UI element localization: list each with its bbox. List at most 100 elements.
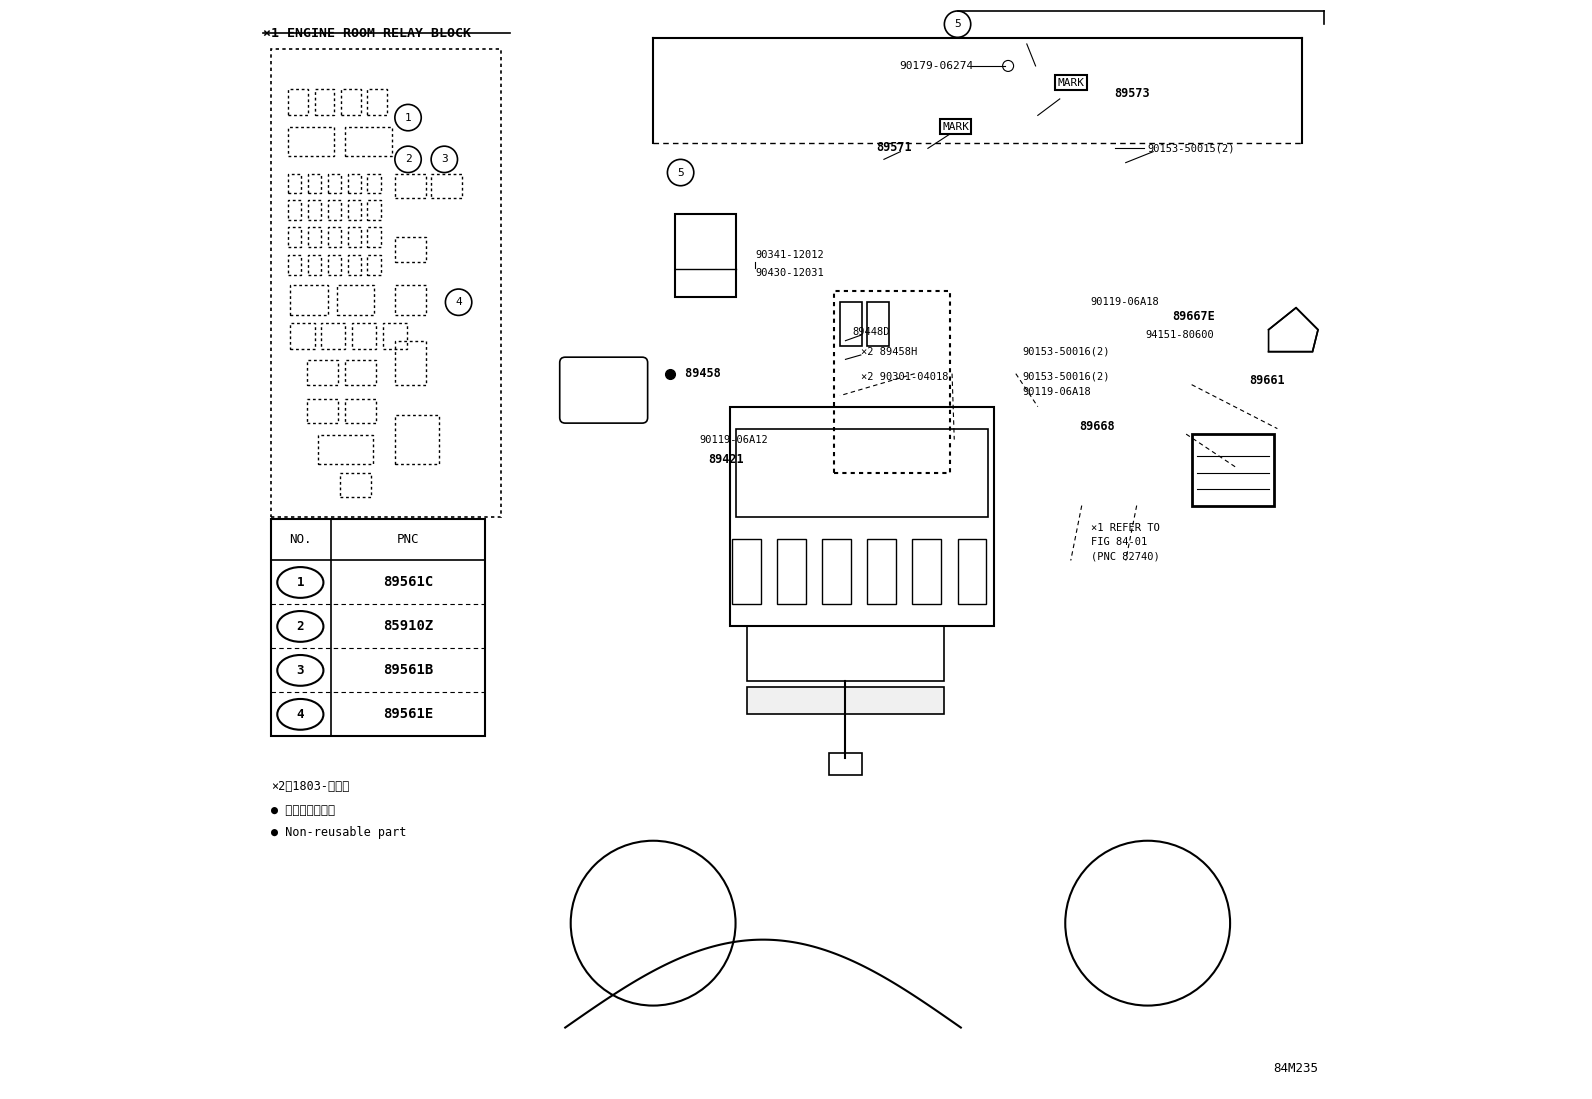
Bar [368, 227, 380, 247]
Text: 89661: 89661 [1248, 374, 1285, 387]
Bar [288, 200, 301, 220]
Bar [382, 323, 408, 349]
Bar [868, 302, 890, 346]
Text: 3: 3 [296, 664, 304, 677]
Bar [288, 127, 334, 156]
Bar [395, 237, 425, 262]
Bar [341, 473, 371, 497]
Text: 90153-50016(2): 90153-50016(2) [1022, 371, 1110, 382]
Bar [431, 174, 462, 198]
Text: 89668: 89668 [1079, 420, 1114, 433]
Text: 90153-50016(2): 90153-50016(2) [1022, 346, 1110, 357]
Bar [777, 539, 806, 604]
Bar [290, 323, 315, 349]
Text: 89421: 89421 [708, 453, 743, 466]
Text: PNC: PNC [396, 533, 419, 546]
Bar [395, 415, 439, 464]
Bar [368, 89, 387, 115]
Text: ● Non-reusable part: ● Non-reusable part [271, 826, 406, 840]
Bar [271, 49, 501, 517]
Bar [288, 255, 301, 275]
Bar [307, 227, 322, 247]
Bar [675, 214, 736, 297]
Bar [395, 341, 425, 385]
Text: 4: 4 [455, 297, 462, 308]
Bar [731, 407, 993, 626]
Bar [345, 360, 376, 385]
Bar [834, 291, 950, 473]
Bar [368, 200, 380, 220]
Text: 5: 5 [954, 19, 962, 30]
Bar [315, 89, 334, 115]
Bar [736, 429, 989, 517]
Text: 94151-80600: 94151-80600 [1146, 330, 1215, 341]
Text: 2: 2 [296, 620, 304, 633]
Bar [747, 687, 944, 714]
Text: ×1 REFER TO: ×1 REFER TO [1091, 522, 1159, 533]
Bar [747, 626, 944, 681]
Bar [345, 127, 392, 156]
Text: 90179-06274: 90179-06274 [899, 60, 974, 71]
Text: 89561E: 89561E [384, 708, 433, 721]
Bar [307, 399, 338, 423]
Text: ×2 90301-04018: ×2 90301-04018 [861, 371, 949, 382]
Bar [328, 255, 341, 275]
Text: 89448D: 89448D [852, 326, 890, 337]
Bar [957, 539, 985, 604]
Bar [328, 174, 341, 193]
Text: ×2 89458H: ×2 89458H [861, 346, 917, 357]
Text: 1: 1 [296, 576, 304, 589]
Text: MARK: MARK [942, 122, 970, 132]
Text: 90430-12031: 90430-12031 [755, 267, 825, 278]
Bar [336, 285, 374, 315]
Bar [347, 200, 361, 220]
Bar [345, 399, 376, 423]
Bar [368, 174, 380, 193]
Bar [341, 89, 361, 115]
Text: 1: 1 [404, 112, 411, 123]
Bar [288, 227, 301, 247]
Text: 90153-50015(2): 90153-50015(2) [1148, 143, 1235, 154]
Bar [395, 285, 425, 315]
Text: ×2（1803-　　）: ×2（1803- ） [271, 780, 349, 793]
Bar [318, 435, 373, 464]
Bar [395, 174, 425, 198]
Bar [347, 174, 361, 193]
Text: 90119-06A18: 90119-06A18 [1022, 387, 1091, 398]
Text: 89561C: 89561C [384, 576, 433, 589]
Bar [307, 255, 322, 275]
Bar [1192, 434, 1274, 506]
Bar [352, 323, 376, 349]
Text: 4: 4 [296, 708, 304, 721]
Bar [347, 255, 361, 275]
Text: 84M235: 84M235 [1274, 1062, 1318, 1075]
Text: (PNC 82740): (PNC 82740) [1091, 551, 1159, 562]
Bar [288, 89, 307, 115]
Bar [328, 200, 341, 220]
Bar [307, 200, 322, 220]
Bar [290, 285, 328, 315]
Text: NO.: NO. [290, 533, 312, 546]
Text: 85910Z: 85910Z [384, 620, 433, 633]
Bar [368, 255, 380, 275]
Bar [829, 753, 861, 775]
FancyBboxPatch shape [560, 357, 648, 423]
Bar [841, 302, 861, 346]
Text: 89458: 89458 [678, 367, 721, 380]
Polygon shape [1269, 308, 1318, 352]
Bar [322, 323, 345, 349]
Text: 90119-06A18: 90119-06A18 [1091, 297, 1159, 308]
Text: 90341-12012: 90341-12012 [755, 249, 825, 260]
Bar [288, 174, 301, 193]
Text: 2: 2 [404, 154, 411, 165]
Text: ● 再使用不可部品: ● 再使用不可部品 [271, 804, 334, 818]
Text: 89561B: 89561B [384, 664, 433, 677]
Text: 89667E: 89667E [1172, 310, 1215, 323]
Bar [732, 539, 761, 604]
Text: MARK: MARK [1057, 78, 1084, 88]
Text: 5: 5 [677, 167, 685, 178]
Bar [868, 539, 896, 604]
Text: 3: 3 [441, 154, 447, 165]
Text: FIG 84-01: FIG 84-01 [1091, 536, 1146, 547]
Text: ×1 ENGINE ROOM RELAY BLOCK: ×1 ENGINE ROOM RELAY BLOCK [263, 27, 471, 41]
